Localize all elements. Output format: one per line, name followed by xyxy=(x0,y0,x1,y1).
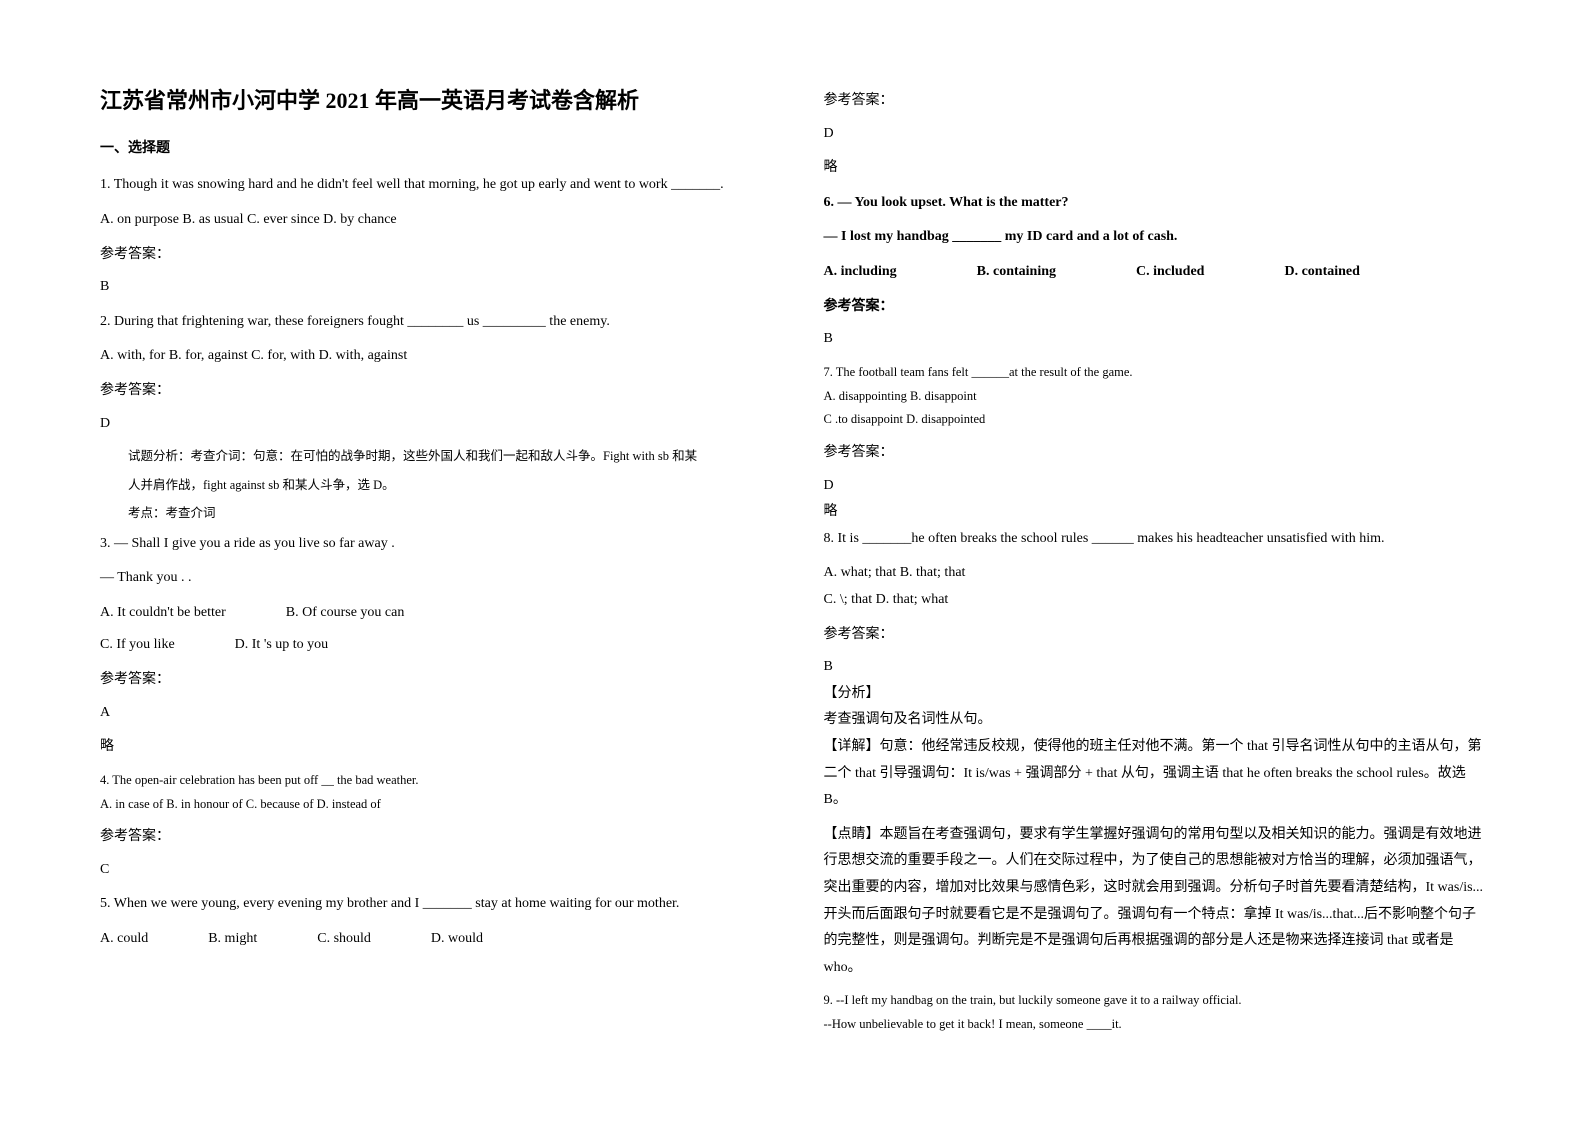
q2-analysis-1: 试题分析：考查介词：句意：在可怕的战争时期，这些外国人和我们一起和敌人斗争。Fi… xyxy=(128,445,764,468)
q4-answer: C xyxy=(100,857,764,884)
q5-options: A. could B. might C. should D. would xyxy=(100,926,764,953)
q8-text: 8. It is _______he often breaks the scho… xyxy=(824,526,1488,553)
q8-detail: 【详解】句意：他经常违反校规，使得他的班主任对他不满。第一个 that 引导名词… xyxy=(824,734,1488,814)
q9-line-2: --How unbelievable to get it back! I mea… xyxy=(824,1013,1488,1037)
q7-answer: D xyxy=(824,473,1488,500)
q6-answer-label: 参考答案： xyxy=(824,294,1488,321)
q7-note: 略 xyxy=(824,499,1488,526)
q4-text: 4. The open-air celebration has been put… xyxy=(100,769,764,793)
exam-title: 江苏省常州市小河中学 2021 年高一英语月考试卷含解析 xyxy=(100,80,764,122)
q6-opt-a: A. including xyxy=(824,259,897,286)
q3-answer: A xyxy=(100,700,764,727)
q3-opt-b: B. Of course you can xyxy=(286,600,405,627)
q6-options: A. including B. containing C. included D… xyxy=(824,259,1488,286)
q2-answer-label: 参考答案： xyxy=(100,378,764,405)
q5-opt-b: B. might xyxy=(208,926,257,953)
q2-options: A. with, for B. for, against C. for, wit… xyxy=(100,343,764,370)
q8-analysis-title: 【分析】 xyxy=(824,681,1488,708)
q2-analysis-3: 考点：考查介词 xyxy=(128,502,764,525)
q4-options: A. in case of B. in honour of C. because… xyxy=(100,793,764,817)
q1-text: 1. Though it was snowing hard and he did… xyxy=(100,172,764,199)
q3-opt-a: A. It couldn't be better xyxy=(100,600,226,627)
q5-opt-d: D. would xyxy=(431,926,483,953)
right-column: 参考答案： D 略 6. — You look upset. What is t… xyxy=(824,80,1488,1037)
q6-line-2: — I lost my handbag _______ my ID card a… xyxy=(824,224,1488,251)
q8-answer-label: 参考答案： xyxy=(824,622,1488,649)
q2-text: 2. During that frightening war, these fo… xyxy=(100,309,764,336)
page-columns: 江苏省常州市小河中学 2021 年高一英语月考试卷含解析 一、选择题 1. Th… xyxy=(100,80,1487,1037)
q1-answer: B xyxy=(100,274,764,301)
q9-line-1: 9. --I left my handbag on the train, but… xyxy=(824,989,1488,1013)
q8-answer: B xyxy=(824,654,1488,681)
q5-opt-c: C. should xyxy=(317,926,371,953)
left-column: 江苏省常州市小河中学 2021 年高一英语月考试卷含解析 一、选择题 1. Th… xyxy=(100,80,764,1037)
q8-analysis-line-1: 考查强调句及名词性从句。 xyxy=(824,707,1488,734)
q3-opt-d: D. It 's up to you xyxy=(235,632,329,659)
q6-line-1: 6. — You look upset. What is the matter? xyxy=(824,190,1488,217)
q7-options-2: C .to disappoint D. disappointed xyxy=(824,408,1488,432)
q3-line-2: — Thank you . . xyxy=(100,565,764,592)
q6-opt-d: D. contained xyxy=(1284,259,1359,286)
q3-answer-label: 参考答案： xyxy=(100,667,764,694)
q3-line-1: 3. — Shall I give you a ride as you live… xyxy=(100,531,764,558)
q3-opt-c: C. If you like xyxy=(100,632,175,659)
q5-note: 略 xyxy=(824,155,1488,182)
section-1-heading: 一、选择题 xyxy=(100,136,764,163)
q2-analysis-2: 人并肩作战，fight against sb 和某人斗争，选 D。 xyxy=(128,474,764,497)
q5-answer-label: 参考答案： xyxy=(824,88,1488,115)
q1-options: A. on purpose B. as usual C. ever since … xyxy=(100,207,764,234)
q7-answer-label: 参考答案： xyxy=(824,440,1488,467)
q4-answer-label: 参考答案： xyxy=(100,824,764,851)
q3-note: 略 xyxy=(100,734,764,761)
q8-options-2: C. \; that D. that; what xyxy=(824,587,1488,614)
q7-text: 7. The football team fans felt ______at … xyxy=(824,361,1488,385)
q7-options-1: A. disappointing B. disappoint xyxy=(824,385,1488,409)
q6-answer: B xyxy=(824,326,1488,353)
q6-opt-b: B. containing xyxy=(977,259,1056,286)
q5-opt-a: A. could xyxy=(100,926,148,953)
q5-answer: D xyxy=(824,121,1488,148)
q8-point: 【点睛】本题旨在考查强调句，要求有学生掌握好强调句的常用句型以及相关知识的能力。… xyxy=(824,822,1488,982)
q1-answer-label: 参考答案： xyxy=(100,242,764,269)
q3-options-row-2: C. If you like D. It 's up to you xyxy=(100,632,764,659)
q3-options-row-1: A. It couldn't be better B. Of course yo… xyxy=(100,600,764,627)
q8-options-1: A. what; that B. that; that xyxy=(824,560,1488,587)
q5-text: 5. When we were young, every evening my … xyxy=(100,891,764,918)
q2-answer: D xyxy=(100,411,764,438)
q6-opt-c: C. included xyxy=(1136,259,1204,286)
